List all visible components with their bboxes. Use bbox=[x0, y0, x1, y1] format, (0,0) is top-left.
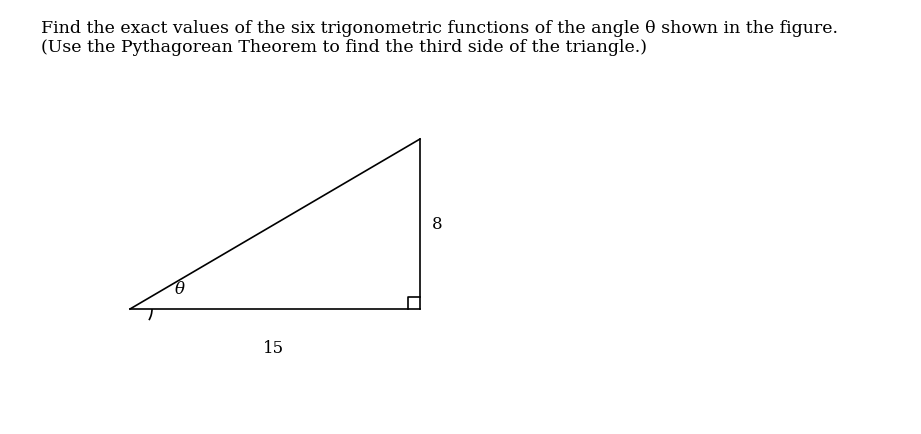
Text: 8: 8 bbox=[432, 216, 443, 233]
Text: Find the exact values of the six trigonometric functions of the angle θ shown in: Find the exact values of the six trigono… bbox=[41, 20, 838, 56]
Text: θ: θ bbox=[175, 281, 185, 298]
Text: 15: 15 bbox=[262, 339, 284, 356]
